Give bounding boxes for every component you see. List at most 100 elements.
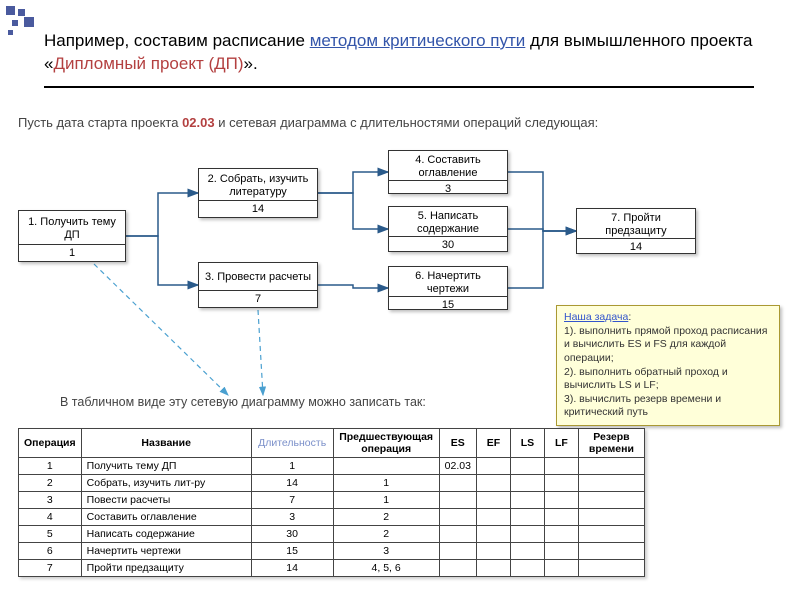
table-cell <box>476 458 510 475</box>
header-link: методом критического пути <box>310 31 526 50</box>
table-header-cell: Операция <box>19 429 82 458</box>
node-duration: 15 <box>389 296 507 313</box>
table-cell <box>510 509 544 526</box>
table-cell: 7 <box>251 492 333 509</box>
table-cell <box>439 509 476 526</box>
diagram-node: 1. Получить тему ДП1 <box>18 210 126 262</box>
table-row: 2Собрать, изучить лит-ру141 <box>19 475 645 492</box>
task-line-3: 3). вычислить резерв времени и критическ… <box>564 393 721 419</box>
table-cell <box>578 492 644 509</box>
table-cell: 4, 5, 6 <box>333 560 439 577</box>
table-cell: 02.03 <box>439 458 476 475</box>
task-title: Наша задача <box>564 311 628 323</box>
node-label: 2. Собрать, изучить литературу <box>199 169 317 200</box>
table-cell: 2 <box>333 509 439 526</box>
table-cell <box>510 543 544 560</box>
diagram-node: 3. Провести расчеты7 <box>198 262 318 308</box>
table-cell <box>510 526 544 543</box>
table-cell: Получить тему ДП <box>81 458 251 475</box>
diagram-node: 4. Составить оглавление3 <box>388 150 508 194</box>
deco-square <box>8 30 13 35</box>
table-cell <box>510 475 544 492</box>
table-caption: В табличном виде эту сетевую диаграмму м… <box>60 395 426 409</box>
table-cell <box>578 458 644 475</box>
header-part1: Например, составим расписание <box>44 31 310 50</box>
intro-pre: Пусть дата старта проекта <box>18 115 182 130</box>
table-header-cell: Название <box>81 429 251 458</box>
table-cell: 14 <box>251 560 333 577</box>
table-cell <box>544 492 578 509</box>
node-label: 5. Написать содержание <box>389 207 507 236</box>
table-cell <box>476 560 510 577</box>
table-cell <box>544 560 578 577</box>
table-row: 6Начертить чертежи153 <box>19 543 645 560</box>
table-cell: 1 <box>251 458 333 475</box>
table-header-cell: ES <box>439 429 476 458</box>
table-cell: 1 <box>333 492 439 509</box>
table-cell <box>476 526 510 543</box>
node-duration: 3 <box>389 180 507 197</box>
deco-square <box>24 17 34 27</box>
table-cell <box>510 492 544 509</box>
table-body: 1Получить тему ДП102.032Собрать, изучить… <box>19 458 645 577</box>
slide-header: Например, составим расписание методом кр… <box>44 30 754 88</box>
table-cell <box>544 526 578 543</box>
table-cell: Повести расчеты <box>81 492 251 509</box>
table-cell <box>544 475 578 492</box>
header-text: Например, составим расписание методом кр… <box>44 30 754 76</box>
node-label: 6. Начертить чертежи <box>389 267 507 296</box>
diagram-edge <box>318 172 388 193</box>
table-cell: Собрать, изучить лит-ру <box>81 475 251 492</box>
operations-table: ОперацияНазваниеДлительностьПредшествующ… <box>18 428 645 577</box>
table-header-cell: Предшествующая операция <box>333 429 439 458</box>
diagram-edge <box>318 193 388 229</box>
table-cell: Начертить чертежи <box>81 543 251 560</box>
task-note: Наша задача: 1). выполнить прямой проход… <box>556 305 780 426</box>
node-label: 4. Составить оглавление <box>389 151 507 180</box>
table-header-row: ОперацияНазваниеДлительностьПредшествующ… <box>19 429 645 458</box>
table-cell <box>439 560 476 577</box>
table-cell: 6 <box>19 543 82 560</box>
table-cell <box>439 492 476 509</box>
table-cell <box>510 560 544 577</box>
table-cell: 2 <box>19 475 82 492</box>
table-cell: 7 <box>19 560 82 577</box>
table-cell <box>439 543 476 560</box>
diagram-edge <box>508 172 576 231</box>
diagram-dashed-edge <box>258 310 263 395</box>
table-cell <box>544 509 578 526</box>
table-cell <box>578 509 644 526</box>
intro-text: Пусть дата старта проекта 02.03 и сетева… <box>18 115 598 130</box>
table-cell: Написать содержание <box>81 526 251 543</box>
table-cell <box>333 458 439 475</box>
table-cell <box>510 458 544 475</box>
table-cell <box>476 492 510 509</box>
table-cell <box>578 560 644 577</box>
table-cell <box>544 458 578 475</box>
table-cell: 1 <box>19 458 82 475</box>
table-cell <box>439 475 476 492</box>
intro-date: 02.03 <box>182 115 215 130</box>
node-duration: 14 <box>577 238 695 255</box>
table-cell <box>439 526 476 543</box>
table-cell <box>476 543 510 560</box>
task-line-2: 2). выполнить обратный проход и вычислит… <box>564 366 728 392</box>
header-project: Дипломный проект (ДП) <box>53 54 243 73</box>
intro-post: и сетевая диаграмма с длительностями опе… <box>215 115 599 130</box>
table-cell: 5 <box>19 526 82 543</box>
node-duration: 1 <box>19 244 125 261</box>
table-cell: Составить оглавление <box>81 509 251 526</box>
table-row: 5Написать содержание302 <box>19 526 645 543</box>
header-part3: ». <box>244 54 258 73</box>
table-cell: 30 <box>251 526 333 543</box>
diagram-node: 5. Написать содержание30 <box>388 206 508 252</box>
table-header-cell: Резерв времени <box>578 429 644 458</box>
node-duration: 7 <box>199 290 317 307</box>
node-label: 7. Пройти предзащиту <box>577 209 695 238</box>
node-label: 3. Провести расчеты <box>199 263 317 290</box>
deco-square <box>12 20 18 26</box>
task-line-1: 1). выполнить прямой проход расписания и… <box>564 325 767 364</box>
table-cell: 3 <box>251 509 333 526</box>
diagram-edge <box>508 231 576 288</box>
node-duration: 30 <box>389 236 507 253</box>
